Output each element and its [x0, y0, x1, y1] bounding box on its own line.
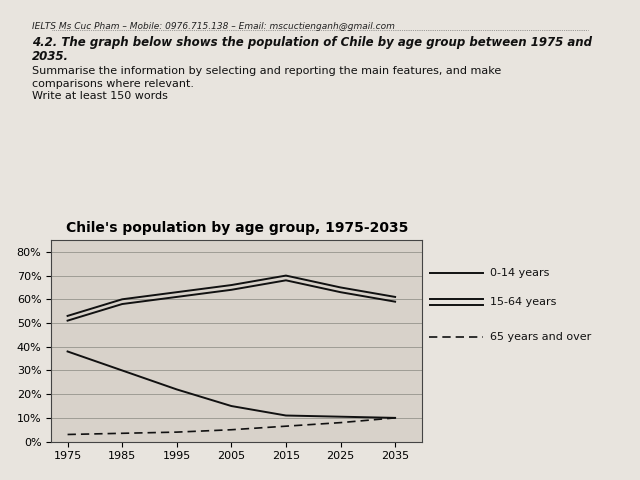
Text: 2035.: 2035. [32, 50, 69, 63]
Text: Summarise the information by selecting and reporting the main features, and make: Summarise the information by selecting a… [32, 66, 501, 76]
Title: Chile's population by age group, 1975-2035: Chile's population by age group, 1975-20… [66, 221, 408, 235]
Text: 4.2. The graph below shows the population of Chile by age group between 1975 and: 4.2. The graph below shows the populatio… [32, 36, 592, 49]
Text: 15-64 years: 15-64 years [490, 297, 557, 307]
Text: 0-14 years: 0-14 years [490, 268, 550, 278]
Text: Write at least 150 words: Write at least 150 words [32, 91, 168, 101]
Text: IELTS Ms Cuc Pham – Mobile: 0976.715.138 – Email: mscuctienganh@gmail.com: IELTS Ms Cuc Pham – Mobile: 0976.715.138… [32, 22, 395, 31]
Text: comparisons where relevant.: comparisons where relevant. [32, 79, 194, 89]
Text: 65 years and over: 65 years and over [490, 332, 591, 342]
